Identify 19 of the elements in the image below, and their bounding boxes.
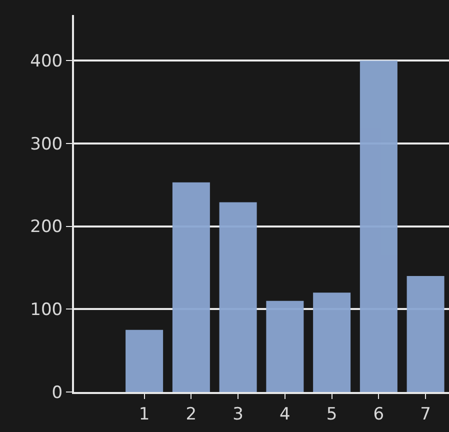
bar — [126, 330, 164, 392]
bar — [313, 292, 351, 392]
x-tick-label: 6 — [373, 404, 384, 424]
x-tick-label: 7 — [420, 404, 431, 424]
bar — [360, 60, 398, 392]
x-tick-label: 4 — [280, 404, 290, 424]
y-tick-label: 200 — [30, 217, 63, 238]
x-tick-label: 3 — [232, 404, 244, 424]
y-tick-label: 0 — [52, 382, 63, 403]
y-tick-label: 300 — [30, 134, 63, 154]
bar — [406, 276, 444, 392]
x-tick-label: 5 — [326, 404, 338, 424]
x-tick-label: 2 — [186, 404, 197, 424]
bar — [172, 182, 210, 392]
x-tick-label: 1 — [138, 404, 150, 424]
y-tick-label: 100 — [30, 300, 63, 320]
y-tick-label: 400 — [30, 52, 63, 72]
bar — [266, 300, 304, 392]
bar — [219, 202, 257, 392]
